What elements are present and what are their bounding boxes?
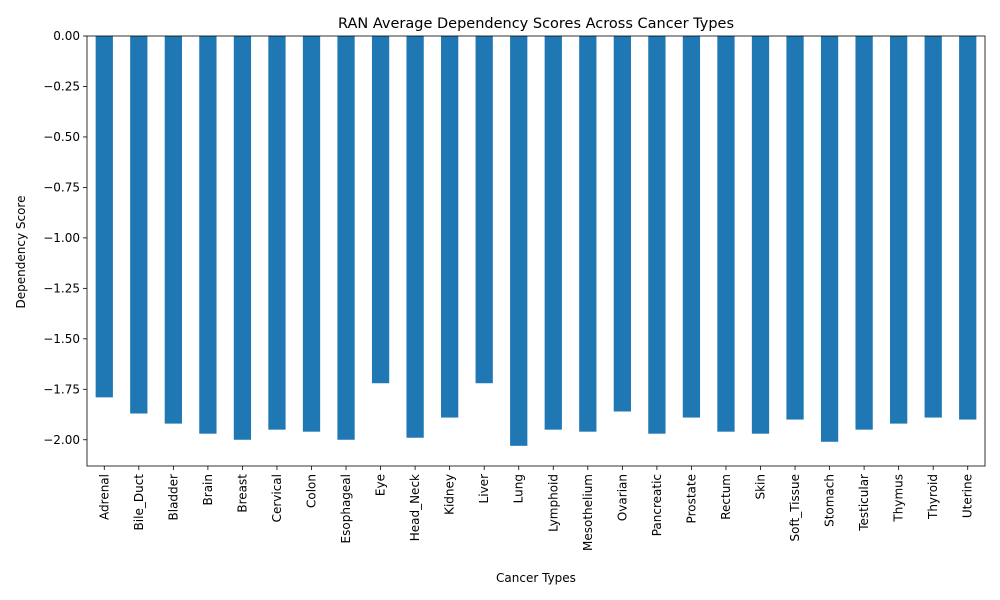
bar-bladder	[164, 36, 182, 424]
x-axis-label: Cancer Types	[496, 571, 576, 585]
bar-ovarian	[613, 36, 631, 412]
x-tick-label: Skin	[754, 474, 768, 500]
y-tick-label: −0.25	[43, 79, 80, 93]
bar-pancreatic	[648, 36, 666, 434]
y-tick-label: −1.25	[43, 281, 80, 295]
x-tick-label: Bile_Duct	[132, 474, 146, 531]
x-tick-label: Pancreatic	[650, 474, 664, 536]
x-axis: Adrenal Bile_Duct Bladder Brain Breast Cervic…	[97, 466, 975, 551]
y-tick-label: −0.75	[43, 180, 80, 194]
x-tick-label: Ovarian	[615, 474, 629, 521]
y-axis: 0.00 −0.25 −0.50 −0.75 −1.00 −1.25 −1.50 −1.75 −…	[43, 29, 87, 447]
bar-rectum	[717, 36, 735, 432]
y-tick-label: −0.50	[43, 130, 80, 144]
bar-mesothelium	[579, 36, 597, 432]
bar-lung	[510, 36, 528, 446]
bar-thymus	[890, 36, 908, 424]
bar-skin	[751, 36, 770, 434]
x-tick-label: Mesothelium	[581, 474, 595, 551]
x-tick-label: Brain	[201, 474, 215, 505]
bars-group	[95, 36, 977, 446]
y-tick-label: −2.00	[43, 433, 80, 447]
x-tick-label: Breast	[235, 474, 249, 513]
bar-head-neck	[406, 36, 424, 438]
bar-stomach	[820, 36, 839, 442]
x-tick-label: Esophageal	[339, 474, 353, 543]
bar-eye	[371, 36, 390, 384]
bar-esophageal	[337, 36, 355, 440]
x-tick-label: Lymphoid	[546, 474, 560, 532]
bar-uterine	[959, 36, 977, 420]
bar-colon	[302, 36, 321, 432]
x-tick-label: Testicular	[857, 474, 871, 532]
y-axis-label: Dependency Score	[14, 196, 28, 309]
bar-liver	[475, 36, 493, 384]
x-tick-label: Head_Neck	[408, 474, 422, 541]
x-tick-label: Soft_Tissue	[788, 474, 802, 541]
bar-brain	[199, 36, 217, 434]
x-tick-label: Colon	[305, 474, 319, 508]
bar-cervical	[268, 36, 286, 430]
y-tick-label: −1.00	[43, 231, 80, 245]
x-tick-label: Stomach	[823, 474, 837, 527]
x-tick-label: Uterine	[961, 474, 975, 518]
x-tick-label: Prostate	[684, 474, 698, 523]
x-tick-label: Eye	[374, 474, 388, 496]
x-tick-label: Kidney	[443, 474, 457, 515]
bar-bile-duct	[130, 36, 148, 414]
x-tick-label: Bladder	[166, 474, 180, 521]
chart-title: RAN Average Dependency Scores Across Can…	[338, 16, 734, 32]
bar-thyroid	[924, 36, 942, 418]
x-tick-label: Cervical	[270, 474, 284, 522]
bar-adrenal	[95, 36, 113, 398]
bar-kidney	[441, 36, 459, 418]
y-tick-label: −1.50	[43, 332, 80, 346]
x-tick-label: Liver	[477, 474, 491, 504]
x-tick-label: Lung	[512, 474, 526, 503]
x-tick-label: Rectum	[719, 474, 733, 520]
x-tick-label: Thymus	[892, 474, 906, 523]
x-tick-label: Adrenal	[97, 474, 111, 520]
y-tick-label: 0.00	[53, 29, 80, 43]
plot-frame	[86, 35, 986, 467]
y-tick-label: −1.75	[43, 382, 80, 396]
bar-prostate	[682, 36, 701, 418]
x-tick-label: Thyroid	[926, 474, 940, 520]
bar-testicular	[855, 36, 873, 430]
bar-soft-tissue	[786, 36, 804, 420]
bar-lymphoid	[544, 36, 562, 430]
bar-breast	[233, 36, 252, 440]
